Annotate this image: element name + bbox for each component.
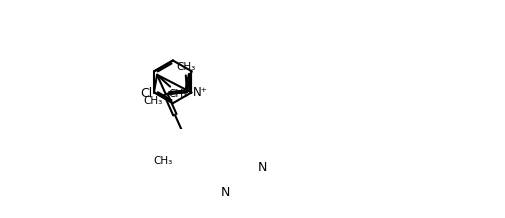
Text: N: N (258, 161, 267, 174)
Text: CH₃: CH₃ (169, 89, 188, 99)
Text: Cl: Cl (139, 87, 152, 100)
Text: N⁺: N⁺ (192, 86, 208, 99)
Text: CH₃: CH₃ (176, 62, 195, 72)
Text: CH₃: CH₃ (143, 96, 162, 106)
Text: CH₃: CH₃ (153, 156, 172, 166)
Text: N: N (220, 186, 230, 199)
